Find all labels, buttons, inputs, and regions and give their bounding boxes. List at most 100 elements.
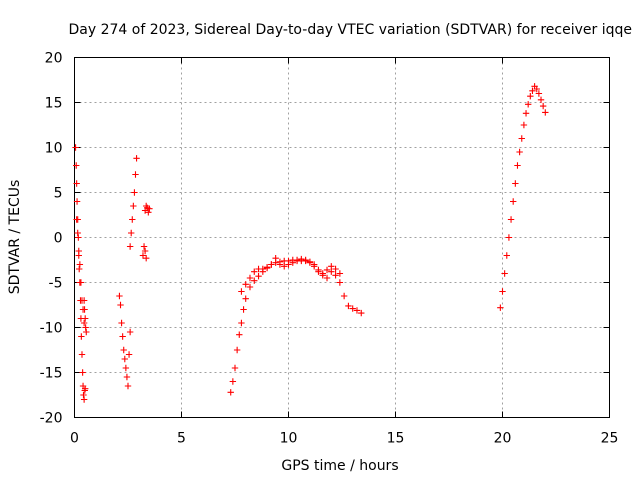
y-tick-label: 15 [45,96,63,112]
y-axis-label: SDTVAR / TECUs [7,180,23,295]
data-point [80,297,88,304]
data-point [499,288,506,295]
data-point [242,281,249,288]
y-tick-label: 5 [54,186,63,202]
data-point [78,351,86,358]
data-point [246,274,254,282]
data-point [131,189,138,196]
data-point [123,373,131,381]
data-point [332,272,339,279]
y-tick-label: -10 [40,321,63,337]
data-point [81,306,88,313]
data-point [306,259,314,266]
data-point [246,283,254,291]
data-point [125,351,133,358]
data-point [233,346,241,354]
data-point [512,180,519,187]
data-point [238,288,245,295]
data-point [132,171,139,178]
data-point [507,216,515,223]
x-tick-label: 15 [387,431,405,447]
data-point [328,268,335,275]
data-point [537,96,545,103]
data-point [336,270,344,277]
data-point [340,292,348,300]
data-point [124,382,132,390]
data-point [505,234,513,241]
data-point [133,155,140,162]
data-point [121,355,128,363]
data-point [118,319,125,327]
y-tick-label: -20 [40,411,63,427]
data-point [310,263,318,270]
data-point [75,234,82,241]
data-point [238,319,245,327]
data-point [80,319,88,327]
data-point [116,292,123,300]
x-tick-label: 20 [494,431,512,447]
data-point [251,268,258,275]
data-point [227,389,234,396]
data-point [82,324,89,331]
data-point [80,391,87,399]
data-point [126,243,134,250]
data-point [520,121,528,129]
data-point [529,87,536,94]
x-tick-label: 10 [280,431,298,447]
x-axis-label: GPS time / hours [281,458,398,474]
data-point [514,162,521,169]
data-point [281,263,288,270]
data-point [315,268,322,275]
data-point [251,277,258,284]
data-points [72,83,549,403]
data-point [73,198,81,205]
data-point [255,273,262,280]
data-point [78,333,85,340]
data-point [349,305,356,312]
data-point [83,328,90,336]
data-point [140,243,148,250]
data-point [74,229,81,237]
data-point [298,255,305,263]
x-tick-label: 25 [601,431,619,447]
data-point [242,295,249,302]
data-point [533,85,540,93]
data-point [126,328,134,336]
data-point [80,396,88,403]
data-point [501,270,508,277]
data-point [128,229,135,237]
y-tick-label: 0 [54,231,63,247]
data-point [79,369,86,376]
data-point [503,252,510,259]
data-point [72,144,79,151]
data-point [518,135,525,142]
data-point [263,264,271,271]
data-point [510,198,517,205]
data-point [76,265,83,273]
data-point [129,216,136,223]
data-point [229,378,237,385]
data-point [285,261,292,268]
data-point [276,261,284,268]
data-point [522,110,530,117]
data-point [542,109,549,116]
y-tick-label: -5 [49,276,63,292]
data-point [353,307,361,314]
y-tick-label: -15 [40,366,63,382]
data-point [142,255,150,262]
axis-ticks: 0 5 10 15 20 25 -20 -15 -10 -5 0 5 10 15 20 [40,51,619,447]
data-point [236,331,243,338]
data-point [527,93,534,100]
data-point [120,346,127,354]
data-point [293,257,301,265]
data-point [231,364,239,372]
data-point [82,385,89,392]
data-point [319,270,326,277]
y-tick-label: 10 [45,141,63,157]
data-point [268,261,275,268]
data-point [117,301,124,309]
x-tick-label: 0 [70,431,79,447]
data-point [328,263,335,270]
